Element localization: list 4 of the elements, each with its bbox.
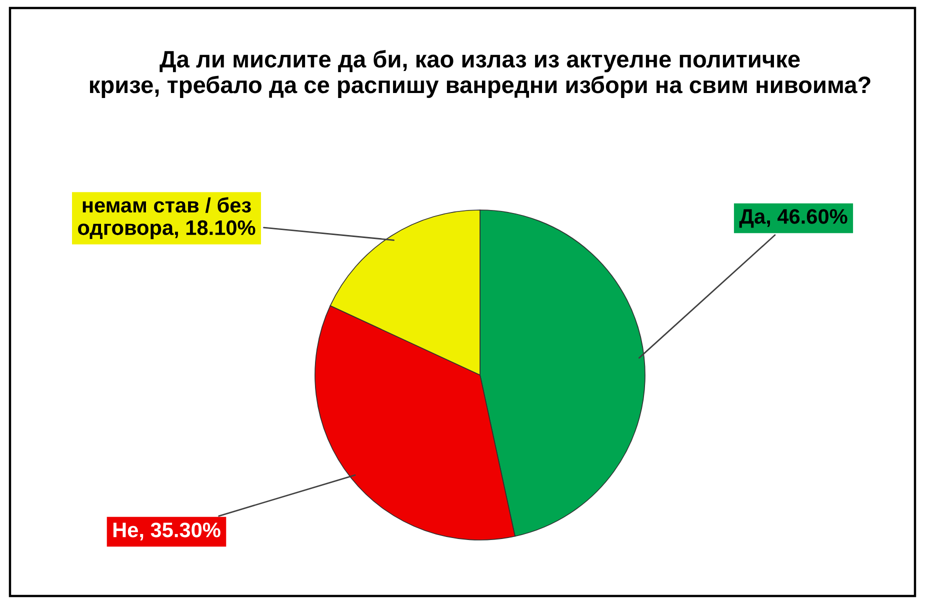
slice-label: Да, 46.60% <box>739 209 848 228</box>
slice-label: Не, 35.30% <box>113 522 220 540</box>
slice-label: немам став / без одговора, 18.10% <box>78 197 256 240</box>
chart-title: Да ли мислите да би, као излаз из актуелне политичке кризе, требало да се распишу ванредни избори на свим нивоима? <box>90 50 870 98</box>
